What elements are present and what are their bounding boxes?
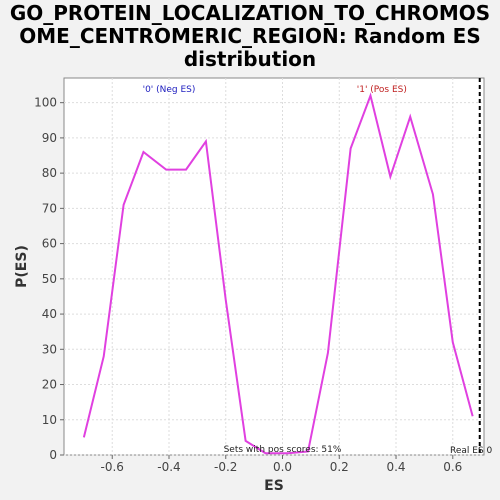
- y-tick-label: 0: [49, 448, 57, 462]
- y-tick-label: 30: [42, 342, 57, 356]
- y-tick-label: 50: [42, 272, 57, 286]
- x-tick-label: -0.6: [101, 460, 124, 474]
- y-tick-label: 20: [42, 378, 57, 392]
- series-line: [82, 92, 474, 455]
- y-tick-label: 10: [42, 413, 57, 427]
- y-tick-label: 90: [42, 131, 57, 145]
- axes: 0 10 20 30 40 50 60 70 80 90 100 -0.6 -0.4 -0.2 0.0 0.2…: [34, 78, 481, 474]
- y-tick-label: 100: [34, 96, 57, 110]
- y-tick-label: 40: [42, 307, 57, 321]
- neg-es-label: '0' (Neg ES): [143, 85, 196, 95]
- grid-lines: [64, 78, 484, 456]
- x-axis-label: ES: [264, 478, 284, 494]
- y-tick-label: 80: [42, 166, 57, 180]
- x-tick-label: 0.2: [330, 460, 349, 474]
- pos-es-label: '1' (Pos ES): [357, 85, 407, 95]
- y-tick-label: 60: [42, 237, 57, 251]
- x-tick-label: 0.6: [443, 460, 462, 474]
- chart-title: GO_PROTEIN_LOCALIZATION_TO_CHROMOS OME_C…: [9, 1, 491, 71]
- x-tick-label: -0.4: [157, 460, 180, 474]
- sets-pos-scores-label: Sets with pos scores: 51%: [224, 445, 342, 455]
- y-axis-label: P(ES): [14, 245, 30, 288]
- y-tick-label: 70: [42, 201, 57, 215]
- series-group: [82, 92, 474, 455]
- x-tick-label: -0.2: [214, 460, 237, 474]
- real-es-label: Real ES 0: [450, 446, 493, 456]
- x-tick-label: 0.4: [386, 460, 405, 474]
- plot-area: [63, 77, 485, 456]
- x-tick-label: 0.0: [273, 460, 292, 474]
